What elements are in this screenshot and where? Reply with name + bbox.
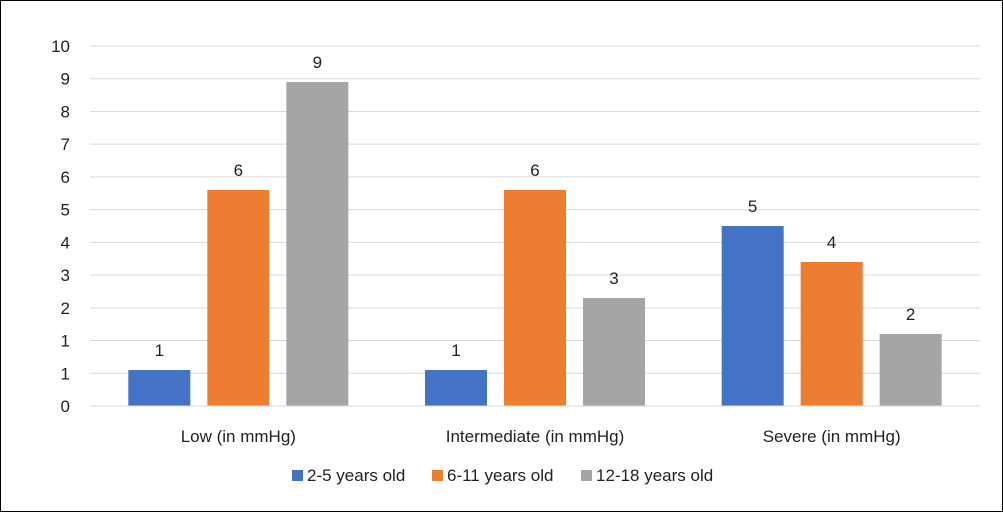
y-tick-label: 1 (61, 364, 70, 383)
data-label: 1 (155, 341, 164, 360)
category-label: Low (in mmHg) (181, 427, 296, 446)
bar-6-11-years-old (504, 190, 566, 406)
y-tick-label: 5 (61, 201, 70, 220)
bar-12-18-years-old (583, 298, 645, 406)
data-label: 5 (748, 197, 757, 216)
data-label: 1 (451, 341, 460, 360)
data-labels: 1 6 9 1 6 3 5 4 2 (155, 53, 916, 360)
legend-label: 6-11 years old (447, 466, 553, 485)
data-label: 6 (530, 161, 539, 180)
category-label: Intermediate (in mmHg) (446, 427, 625, 446)
data-label: 6 (234, 161, 243, 180)
y-axis-ticks: 0 1 1 2 3 4 5 6 7 8 9 10 (51, 37, 70, 416)
legend-label: 2-5 years old (307, 466, 405, 485)
bar-2-5-years-old (721, 226, 784, 406)
bar-2-5-years-old (128, 370, 191, 406)
bar-12-18-years-old (286, 82, 349, 406)
y-tick-label: 9 (61, 70, 70, 89)
y-tick-label: 10 (51, 37, 70, 56)
legend-swatch (581, 470, 592, 481)
data-label: 3 (609, 269, 618, 288)
y-tick-label: 2 (61, 299, 70, 318)
legend-swatch (292, 470, 303, 481)
legend: 2-5 years old 6-11 years old 12-18 years o… (292, 466, 713, 485)
legend-swatch (432, 470, 443, 481)
data-label: 9 (313, 53, 322, 72)
bar-6-11-years-old (800, 262, 863, 406)
bars (128, 82, 942, 406)
legend-label: 12-18 years old (596, 466, 713, 485)
category-label: Severe (in mmHg) (763, 427, 901, 446)
y-tick-label: 8 (61, 102, 70, 121)
y-tick-label: 4 (61, 233, 70, 252)
data-label: 2 (906, 305, 915, 324)
y-tick-label: 6 (61, 168, 70, 187)
y-tick-label: 7 (61, 135, 70, 154)
bar-6-11-years-old (207, 190, 270, 406)
bar-12-18-years-old (879, 334, 942, 406)
category-labels: Low (in mmHg) Intermediate (in mmHg) Sever… (181, 427, 901, 446)
y-tick-label: 3 (61, 266, 70, 285)
data-label: 4 (827, 233, 836, 252)
bar-2-5-years-old (425, 370, 487, 406)
y-tick-label: 1 (61, 332, 70, 351)
y-tick-label: 0 (61, 397, 70, 416)
